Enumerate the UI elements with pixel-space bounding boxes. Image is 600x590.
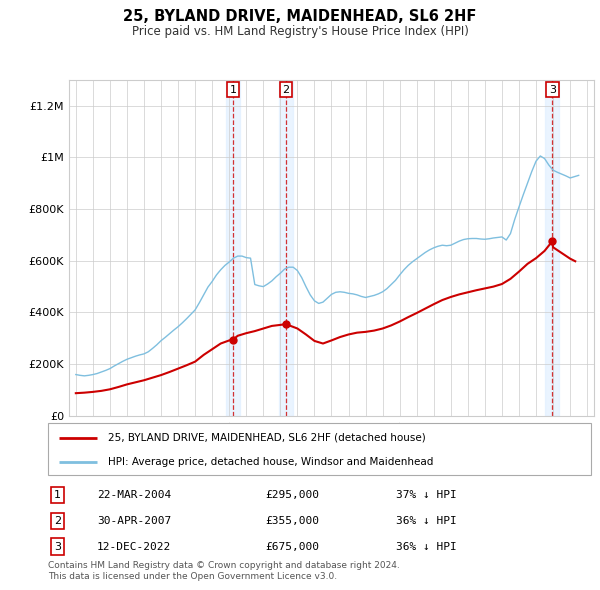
Text: 37% ↓ HPI: 37% ↓ HPI (395, 490, 456, 500)
Text: 3: 3 (54, 542, 61, 552)
Text: 36% ↓ HPI: 36% ↓ HPI (395, 516, 456, 526)
Text: £295,000: £295,000 (265, 490, 319, 500)
Text: 2: 2 (283, 85, 290, 94)
Text: £675,000: £675,000 (265, 542, 319, 552)
Text: 3: 3 (549, 85, 556, 94)
Text: 25, BYLAND DRIVE, MAIDENHEAD, SL6 2HF: 25, BYLAND DRIVE, MAIDENHEAD, SL6 2HF (124, 9, 476, 24)
Text: 2: 2 (54, 516, 61, 526)
Text: Price paid vs. HM Land Registry's House Price Index (HPI): Price paid vs. HM Land Registry's House … (131, 25, 469, 38)
Text: £355,000: £355,000 (265, 516, 319, 526)
Text: 1: 1 (54, 490, 61, 500)
Text: 36% ↓ HPI: 36% ↓ HPI (395, 542, 456, 552)
Text: This data is licensed under the Open Government Licence v3.0.: This data is licensed under the Open Gov… (48, 572, 337, 581)
Bar (226, 80, 240, 416)
Bar (279, 80, 293, 416)
Text: 22-MAR-2004: 22-MAR-2004 (97, 490, 171, 500)
Text: 1: 1 (229, 85, 236, 94)
Text: 30-APR-2007: 30-APR-2007 (97, 516, 171, 526)
Bar (545, 80, 559, 416)
Text: 25, BYLAND DRIVE, MAIDENHEAD, SL6 2HF (detached house): 25, BYLAND DRIVE, MAIDENHEAD, SL6 2HF (d… (108, 432, 425, 442)
Text: Contains HM Land Registry data © Crown copyright and database right 2024.: Contains HM Land Registry data © Crown c… (48, 560, 400, 569)
Text: HPI: Average price, detached house, Windsor and Maidenhead: HPI: Average price, detached house, Wind… (108, 457, 433, 467)
Text: 12-DEC-2022: 12-DEC-2022 (97, 542, 171, 552)
